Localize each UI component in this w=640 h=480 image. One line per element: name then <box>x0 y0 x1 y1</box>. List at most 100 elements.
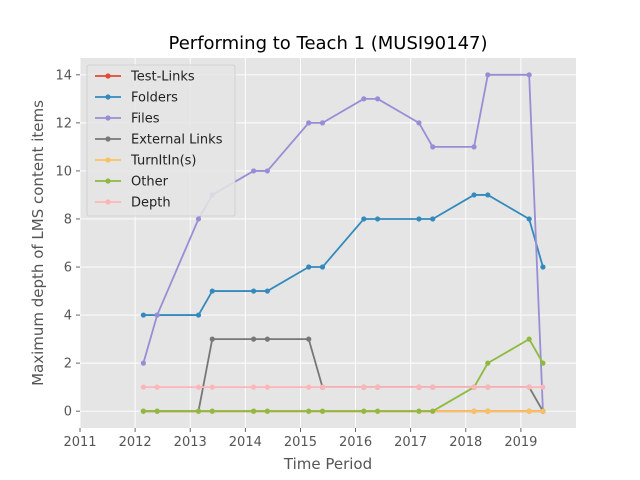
data-point <box>209 288 215 294</box>
data-point <box>319 384 326 390</box>
legend-marker <box>105 73 111 79</box>
data-point <box>361 408 367 414</box>
data-point <box>526 408 532 414</box>
x-tick-label: 2013 <box>174 435 207 450</box>
data-point <box>306 408 312 414</box>
data-point <box>264 384 270 390</box>
data-point <box>416 408 422 414</box>
x-tick-label: 2011 <box>63 435 96 450</box>
data-point <box>540 408 546 414</box>
series-depth <box>140 384 546 390</box>
y-tick-label: 4 <box>64 309 72 324</box>
data-point <box>430 384 436 390</box>
y-axis-label: Maximum depth of LMS content items <box>29 100 47 386</box>
data-point <box>264 288 270 294</box>
legend-marker <box>105 115 111 121</box>
data-point <box>540 384 546 390</box>
data-point <box>140 360 146 366</box>
chart-title: Performing to Teach 1 (MUSI90147) <box>169 33 488 54</box>
data-point <box>361 384 367 390</box>
data-point <box>526 72 532 78</box>
y-axis-ticks: 0 2 4 6 8 10 12 14 <box>55 68 80 420</box>
data-point <box>140 384 146 390</box>
data-point <box>416 384 422 390</box>
data-point <box>195 312 202 318</box>
data-point <box>319 120 326 126</box>
legend: Test-Links Folders Files External Links Turn… <box>86 64 236 217</box>
legend-item: Depth <box>95 196 171 211</box>
x-tick-label: 2016 <box>339 435 372 450</box>
data-point <box>485 192 491 198</box>
data-point <box>526 216 532 222</box>
legend-item: Other <box>95 175 169 190</box>
series-other <box>140 336 546 414</box>
data-point <box>264 408 270 414</box>
data-point <box>251 168 257 174</box>
data-point <box>526 336 532 342</box>
data-point <box>375 384 381 390</box>
data-point <box>375 408 381 414</box>
data-point <box>430 216 436 222</box>
y-tick-label: 14 <box>55 68 72 83</box>
legend-marker <box>105 157 111 163</box>
legend-label: External Links <box>131 133 223 148</box>
legend-item: Test-Links <box>95 70 195 85</box>
series-layer <box>140 72 546 414</box>
legend-label: Folders <box>131 91 178 106</box>
data-point <box>430 144 436 150</box>
legend-item: External Links <box>95 133 223 148</box>
data-point <box>140 312 146 318</box>
legend-label: Test-Links <box>130 70 195 85</box>
data-point <box>375 96 381 102</box>
legend-marker <box>105 136 111 142</box>
data-point <box>540 360 546 366</box>
data-point <box>154 312 160 318</box>
legend-marker <box>105 178 111 184</box>
data-point <box>485 72 491 78</box>
data-point <box>471 384 477 390</box>
data-point <box>485 384 491 390</box>
legend-item: Files <box>95 112 160 127</box>
data-point <box>540 264 546 270</box>
data-point <box>264 168 270 174</box>
y-tick-label: 6 <box>64 261 72 276</box>
data-point <box>485 408 491 414</box>
data-point <box>416 216 422 222</box>
data-point <box>154 408 160 414</box>
data-point <box>306 120 312 126</box>
data-point <box>154 384 160 390</box>
data-point <box>526 384 532 390</box>
y-tick-label: 12 <box>55 116 72 131</box>
data-point <box>430 408 436 414</box>
legend-marker <box>105 94 111 100</box>
legend-marker <box>105 199 111 205</box>
data-point <box>209 408 215 414</box>
data-point <box>251 384 257 390</box>
data-point <box>195 408 202 414</box>
x-tick-label: 2017 <box>394 435 427 450</box>
data-point <box>471 144 477 150</box>
data-point <box>306 336 312 342</box>
x-tick-label: 2014 <box>229 435 262 450</box>
x-tick-label: 2019 <box>504 435 537 450</box>
x-tick-label: 2015 <box>284 435 317 450</box>
data-point <box>471 408 477 414</box>
y-tick-label: 8 <box>64 212 72 227</box>
data-point <box>264 336 270 342</box>
legend-item: TurnItIn(s) <box>95 154 196 169</box>
x-axis-ticks: 2011 2012 2013 2014 2015 2016 2017 2018 2019 <box>63 428 537 450</box>
y-tick-label: 0 <box>64 405 72 420</box>
data-point <box>471 192 477 198</box>
data-point <box>209 384 215 390</box>
data-point <box>209 336 215 342</box>
data-point <box>361 216 367 222</box>
data-point <box>306 384 312 390</box>
series-line <box>143 338 544 413</box>
legend-item: Folders <box>95 91 178 106</box>
data-point <box>416 120 422 126</box>
legend-box <box>86 64 236 217</box>
data-point <box>195 216 202 222</box>
x-tick-label: 2012 <box>119 435 152 450</box>
y-tick-label: 2 <box>64 357 72 372</box>
